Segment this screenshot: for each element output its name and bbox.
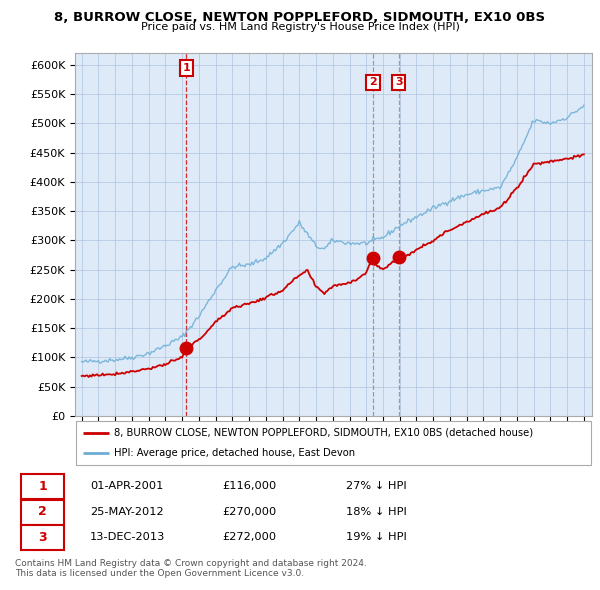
Text: 01-APR-2001: 01-APR-2001 xyxy=(90,481,163,491)
Text: 13-DEC-2013: 13-DEC-2013 xyxy=(90,532,165,542)
Text: HPI: Average price, detached house, East Devon: HPI: Average price, detached house, East… xyxy=(114,448,355,458)
Text: £270,000: £270,000 xyxy=(222,507,277,517)
Text: Price paid vs. HM Land Registry's House Price Index (HPI): Price paid vs. HM Land Registry's House … xyxy=(140,22,460,32)
FancyBboxPatch shape xyxy=(20,500,64,525)
Text: 3: 3 xyxy=(395,77,403,87)
Text: 8, BURROW CLOSE, NEWTON POPPLEFORD, SIDMOUTH, EX10 0BS (detached house): 8, BURROW CLOSE, NEWTON POPPLEFORD, SIDM… xyxy=(114,428,533,438)
Text: 2: 2 xyxy=(369,77,377,87)
FancyBboxPatch shape xyxy=(76,421,591,465)
FancyBboxPatch shape xyxy=(20,525,64,550)
Text: 8, BURROW CLOSE, NEWTON POPPLEFORD, SIDMOUTH, EX10 0BS: 8, BURROW CLOSE, NEWTON POPPLEFORD, SIDM… xyxy=(55,11,545,24)
Text: 3: 3 xyxy=(38,531,47,544)
Text: 27% ↓ HPI: 27% ↓ HPI xyxy=(346,481,407,491)
Text: 19% ↓ HPI: 19% ↓ HPI xyxy=(346,532,407,542)
FancyBboxPatch shape xyxy=(20,474,64,499)
Text: This data is licensed under the Open Government Licence v3.0.: This data is licensed under the Open Gov… xyxy=(15,569,304,578)
Text: 2: 2 xyxy=(38,505,47,519)
Text: 18% ↓ HPI: 18% ↓ HPI xyxy=(346,507,407,517)
Text: 1: 1 xyxy=(182,63,190,73)
Text: £116,000: £116,000 xyxy=(222,481,277,491)
Text: Contains HM Land Registry data © Crown copyright and database right 2024.: Contains HM Land Registry data © Crown c… xyxy=(15,559,367,568)
Text: 1: 1 xyxy=(38,480,47,493)
Text: 25-MAY-2012: 25-MAY-2012 xyxy=(90,507,163,517)
Text: £272,000: £272,000 xyxy=(222,532,277,542)
